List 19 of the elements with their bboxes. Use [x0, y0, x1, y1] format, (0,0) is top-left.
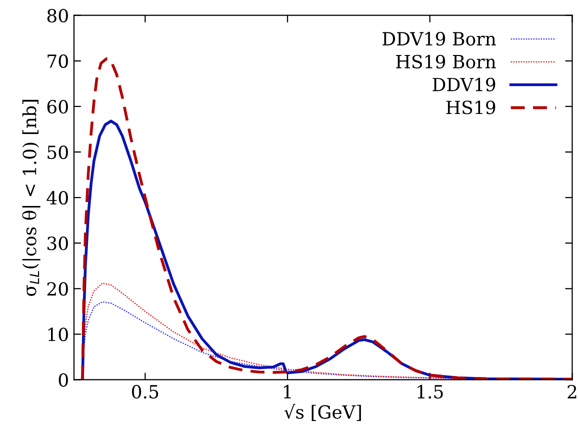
- y-tick-label: 50: [48, 145, 68, 160]
- y-tick-label: 40: [46, 191, 68, 205]
- y-tick-label: 20: [47, 282, 68, 296]
- y-axis-title: σ$_{LL}$(|cos θ| < 1.0) [nb]: [22, 100, 40, 296]
- y-tick-label: 10: [48, 328, 68, 342]
- x-axis-title: √s [GeV]: [284, 404, 361, 421]
- legend-label: HS19 Born: [396, 54, 496, 68]
- y-tick-label: 60: [47, 100, 68, 114]
- legend-label: HS19: [446, 100, 496, 114]
- y-tick-label: 30: [48, 236, 68, 250]
- x-tick-label: 0.5: [132, 384, 158, 399]
- y-tick-label: 80: [47, 8, 68, 22]
- x-tick-label: 1.5: [418, 384, 443, 399]
- legend-label: DDV19 Born: [382, 32, 496, 46]
- y-tick-label: 70: [48, 54, 68, 68]
- legend-label: DDV19: [432, 78, 496, 92]
- x-tick-label: 2: [568, 384, 576, 398]
- y-tick-label: 0: [58, 373, 68, 387]
- x-tick-label: 1: [284, 384, 291, 398]
